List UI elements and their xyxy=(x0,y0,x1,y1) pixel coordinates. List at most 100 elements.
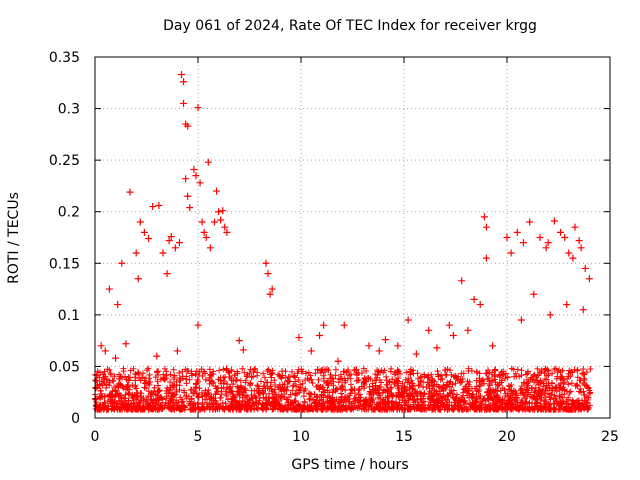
data-point xyxy=(213,187,221,195)
data-point xyxy=(585,275,593,283)
data-point xyxy=(149,203,157,211)
data-point xyxy=(163,270,171,278)
data-point xyxy=(458,277,466,285)
data-point xyxy=(217,216,225,224)
data-point xyxy=(184,192,192,200)
data-point xyxy=(114,301,122,309)
noise-band xyxy=(92,365,594,413)
data-point xyxy=(210,218,218,226)
data-point xyxy=(334,357,342,365)
x-tick-label: 20 xyxy=(498,429,516,445)
data-point xyxy=(480,213,488,221)
data-point xyxy=(517,316,525,324)
data-point xyxy=(196,179,204,187)
data-point xyxy=(307,347,315,355)
data-point xyxy=(575,237,583,245)
y-tick-label: 0 xyxy=(71,411,80,427)
data-point xyxy=(340,321,348,329)
data-point xyxy=(204,158,212,166)
data-point xyxy=(153,352,161,360)
y-tick-label: 0.05 xyxy=(49,359,80,375)
data-point xyxy=(180,99,188,107)
data-point xyxy=(519,239,527,247)
data-point xyxy=(194,104,202,112)
data-point xyxy=(118,259,126,267)
data-point xyxy=(190,165,198,173)
data-point xyxy=(375,347,383,355)
data-point xyxy=(184,122,192,130)
data-point xyxy=(412,350,420,358)
data-point xyxy=(264,270,272,278)
data-point xyxy=(503,234,511,241)
x-axis-label: GPS time / hours xyxy=(291,457,409,473)
data-point xyxy=(215,208,223,216)
data-point xyxy=(165,237,173,245)
data-point xyxy=(557,228,565,236)
data-point xyxy=(239,346,247,354)
data-point xyxy=(235,337,243,345)
y-tick-label: 0.2 xyxy=(58,205,80,221)
data-point xyxy=(173,347,181,355)
data-point xyxy=(97,342,105,350)
data-point xyxy=(268,285,276,293)
data-point xyxy=(581,264,589,272)
data-point xyxy=(171,244,179,252)
data-point xyxy=(513,228,521,236)
data-point xyxy=(526,218,534,226)
data-point xyxy=(155,202,163,210)
data-point xyxy=(182,175,190,183)
data-point xyxy=(433,344,441,352)
data-point xyxy=(394,342,402,350)
data-point xyxy=(221,223,229,231)
data-point xyxy=(464,326,472,334)
x-tick-label: 15 xyxy=(395,429,413,445)
data-point xyxy=(140,228,148,236)
y-tick-label: 0.35 xyxy=(49,50,80,66)
data-point xyxy=(194,321,202,329)
data-point xyxy=(544,239,552,247)
data-point xyxy=(266,290,274,298)
data-point xyxy=(167,232,175,240)
data-point xyxy=(569,254,577,262)
y-tick-label: 0.1 xyxy=(58,308,80,324)
data-point xyxy=(316,331,324,339)
data-point xyxy=(470,295,478,303)
data-point xyxy=(365,342,373,350)
data-point xyxy=(122,340,130,348)
data-point xyxy=(180,78,188,86)
data-point xyxy=(550,217,558,225)
x-tick-label: 5 xyxy=(194,429,203,445)
data-point xyxy=(192,172,200,180)
x-tick-label: 10 xyxy=(292,429,310,445)
data-point xyxy=(577,244,585,252)
data-point xyxy=(536,234,544,241)
data-point xyxy=(186,204,194,212)
x-tick-label: 25 xyxy=(601,429,619,445)
y-tick-label: 0.3 xyxy=(58,102,80,118)
data-point xyxy=(101,347,109,355)
data-point xyxy=(563,301,571,309)
data-point xyxy=(571,223,579,231)
data-point xyxy=(404,316,412,324)
data-point xyxy=(223,228,231,236)
data-point xyxy=(425,326,433,334)
data-point xyxy=(445,321,453,329)
data-point xyxy=(198,218,206,226)
data-point xyxy=(178,71,186,79)
data-point xyxy=(320,321,328,329)
data-point xyxy=(126,188,134,196)
y-tick-label: 0.25 xyxy=(49,153,80,169)
data-point xyxy=(579,306,587,314)
data-point xyxy=(145,235,153,243)
data-point xyxy=(206,244,214,252)
data-point xyxy=(542,244,550,252)
data-point xyxy=(489,342,497,350)
data-point xyxy=(561,234,569,241)
data-point xyxy=(159,249,167,257)
data-point xyxy=(476,301,484,309)
data-point xyxy=(136,218,144,226)
data-point xyxy=(449,331,457,339)
data-point xyxy=(381,336,389,344)
data-point xyxy=(202,234,210,241)
